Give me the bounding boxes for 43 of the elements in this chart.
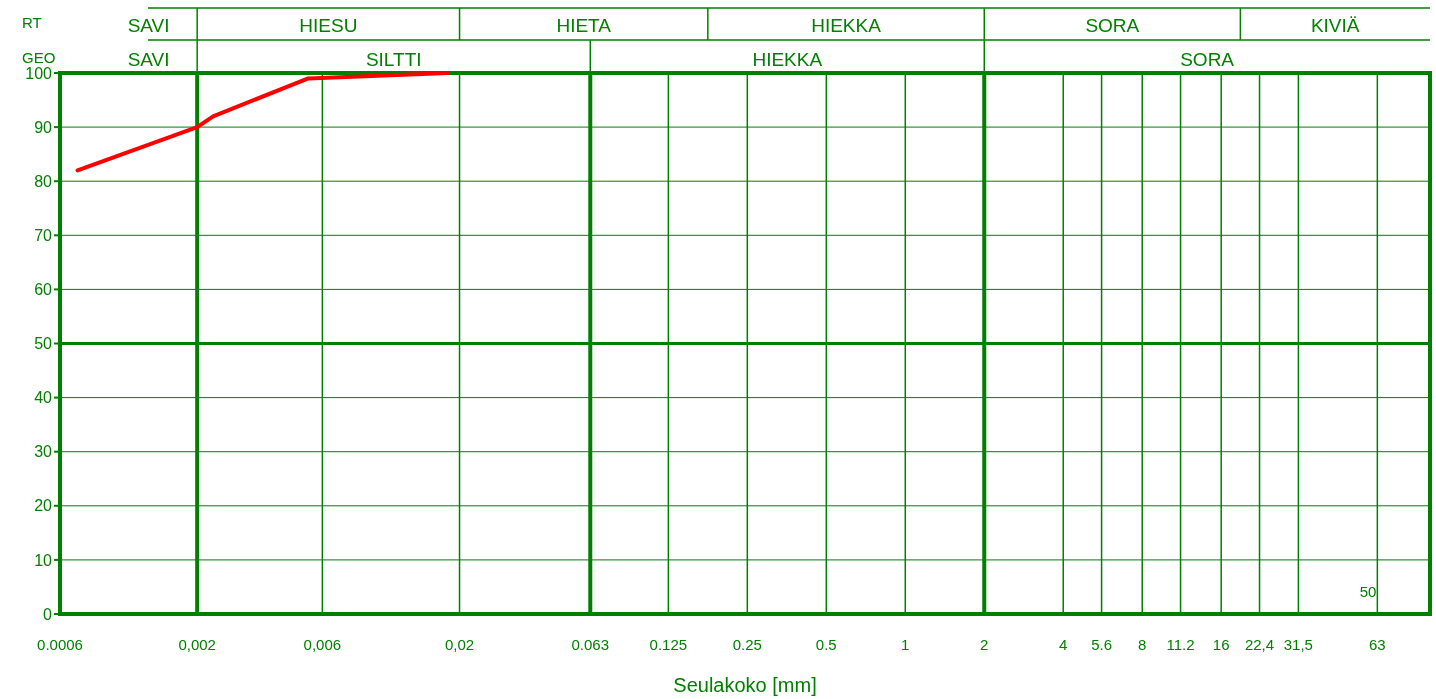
x-tick-label: 16 <box>1212 636 1230 653</box>
x-tick-label: 0.25 <box>732 636 762 653</box>
y-tick-label: 0 <box>43 605 53 623</box>
text: SAVI <box>127 15 170 36</box>
y-tick-label: 10 <box>34 551 53 569</box>
y-tick-label: 30 <box>34 443 53 461</box>
text: KIVIÄ <box>1310 15 1360 36</box>
x-tick-label: 0.5 <box>815 636 837 653</box>
x-tick-label: 5.6 <box>1091 636 1113 653</box>
x-tick-label: 31,5 <box>1283 636 1313 653</box>
annotation: 50 <box>1359 583 1377 600</box>
text: SAVI <box>127 49 170 70</box>
x-tick-label: 0.0006 <box>37 636 83 653</box>
x-tick-label: 8 <box>1138 636 1147 653</box>
text: HIEKKA <box>811 15 882 36</box>
x-tick-label: 0,006 <box>303 636 342 653</box>
x-tick-label: 22,4 <box>1244 636 1275 653</box>
x-tick-label: 0,002 <box>178 636 216 653</box>
y-tick-label: 90 <box>34 118 53 136</box>
y-tick-label: 40 <box>34 389 53 407</box>
text: HIESU <box>299 15 358 36</box>
text: HIETA <box>556 15 612 36</box>
x-tick-label: 2 <box>980 636 989 653</box>
y-tick-label: 80 <box>34 172 53 190</box>
y-tick-label: 70 <box>34 226 53 244</box>
text: GEO <box>22 49 56 66</box>
y-tick-label: 60 <box>34 281 53 298</box>
y-tick-label: 50 <box>34 335 53 353</box>
x-tick-label: 0,02 <box>444 636 475 653</box>
text: HIEKKA <box>752 49 823 70</box>
x-tick-label: 11.2 <box>1166 636 1195 653</box>
text: SORA <box>1180 49 1235 70</box>
text: SILTTI <box>365 49 422 70</box>
y-tick-label: 20 <box>34 497 53 515</box>
x-tick-label: 0.063 <box>571 636 610 653</box>
y-tick-label: 100 <box>25 64 53 82</box>
x-axis-title: Seulakoko [mm] <box>673 674 817 696</box>
text: RT <box>22 14 42 31</box>
x-tick-label: 1 <box>901 636 910 653</box>
x-tick-label: 0.125 <box>649 636 688 653</box>
text: SORA <box>1085 15 1140 36</box>
x-tick-label: 63 <box>1369 636 1386 653</box>
x-tick-label: 4 <box>1059 636 1068 653</box>
